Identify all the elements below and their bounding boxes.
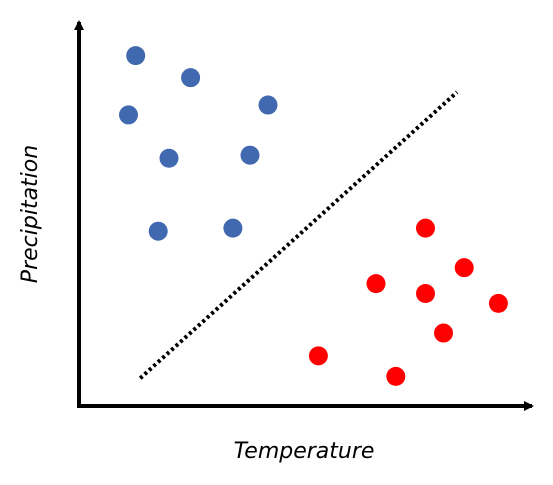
- data-point-s2-1: [416, 218, 435, 238]
- data-point-s1-4: [258, 95, 278, 115]
- data-point-s2-3: [366, 274, 386, 294]
- data-point-s2-8: [386, 366, 406, 386]
- data-point-s1-3: [119, 105, 138, 125]
- data-point-s1-8: [223, 218, 243, 238]
- data-point-s1-2: [181, 68, 201, 88]
- y-axis-label: Precipitation: [18, 145, 43, 283]
- data-point-s2-4: [416, 284, 435, 304]
- data-point-s2-5: [488, 293, 508, 313]
- data-point-s1-7: [148, 221, 168, 241]
- data-points: [119, 46, 508, 386]
- data-point-s1-6: [240, 145, 260, 165]
- data-point-s1-5: [159, 148, 179, 168]
- x-axis-label: Temperature: [234, 439, 375, 464]
- data-point-s2-7: [308, 346, 328, 366]
- data-point-s2-6: [434, 323, 453, 343]
- data-point-s2-2: [454, 258, 474, 278]
- decision-boundary-line: [138, 90, 459, 380]
- data-point-s1-1: [126, 46, 146, 66]
